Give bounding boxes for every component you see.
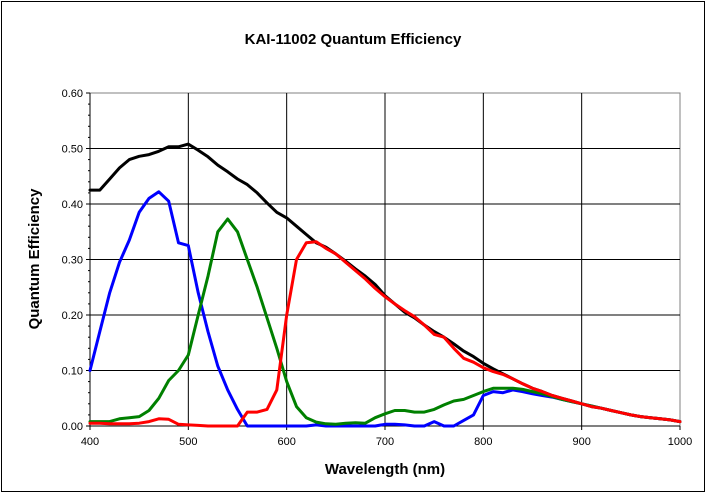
tick-labels: 400 500 600 700 800 900 1000 0.00 0.10 0.20 0.30 0.… xyxy=(62,88,693,448)
y-tick-label: 0.10 xyxy=(62,366,83,378)
chart-title: KAI-11002 Quantum Efficiency xyxy=(245,31,462,48)
series-line-3 xyxy=(88,240,682,428)
x-tick-label: 400 xyxy=(81,436,99,448)
y-tick-label: 0.20 xyxy=(62,310,83,322)
x-tick-label: 500 xyxy=(179,436,197,448)
x-tick-label: 800 xyxy=(474,436,492,448)
y-tick-label: 0.60 xyxy=(62,88,83,100)
y-tick-label: 0.40 xyxy=(62,199,83,211)
x-tick-label: 700 xyxy=(376,436,394,448)
gridlines xyxy=(90,93,680,426)
x-tick-label: 900 xyxy=(572,436,590,448)
y-tick-label: 0.50 xyxy=(62,144,83,156)
data-series xyxy=(88,142,682,428)
x-tick-label: 600 xyxy=(277,436,295,448)
y-axis-label: Quantum Efficiency xyxy=(26,188,43,330)
x-axis-label: Wavelength (nm) xyxy=(325,461,445,478)
y-tick-label: 0.00 xyxy=(62,421,83,433)
x-tick-label: 1000 xyxy=(668,436,692,448)
y-tick-label: 0.30 xyxy=(62,255,83,267)
